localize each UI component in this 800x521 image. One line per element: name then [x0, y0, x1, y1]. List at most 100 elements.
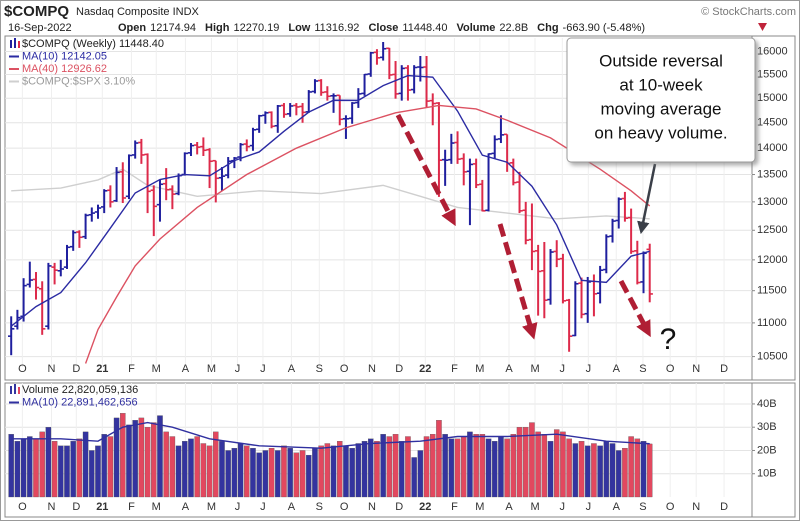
quote-value: -663.90 (-5.48%) [563, 22, 646, 34]
x-tick-label: M [475, 363, 484, 375]
quote-label: Close [368, 22, 398, 34]
volume-bar [113, 417, 120, 498]
volume-bar [194, 436, 200, 498]
volume-bar [95, 445, 101, 498]
x-tick-label: A [182, 501, 190, 513]
x-tick-label: M [530, 501, 539, 513]
legend-swatch [14, 38, 16, 48]
x-tick-label: J [235, 501, 241, 513]
volume-bar [250, 447, 256, 498]
legend-swatch [14, 384, 16, 394]
volume-bar [312, 447, 318, 498]
x-tick-label: N [368, 363, 376, 375]
legend-item: MA(10) 12142.05 [9, 50, 107, 62]
volume-bar [454, 438, 461, 498]
volume-bar [27, 436, 33, 498]
volume-bar [275, 450, 281, 498]
callout-line: on heavy volume. [594, 123, 727, 142]
volume-bar [324, 443, 331, 498]
volume-bar [516, 427, 523, 498]
legend-swatch [10, 386, 12, 394]
volume-bar [318, 445, 324, 498]
volume-bar [584, 445, 591, 498]
down-indicator [758, 23, 767, 31]
volume-bar [411, 457, 417, 498]
volume-bar [485, 438, 492, 498]
volume-bar [33, 438, 39, 498]
volume-bar [144, 427, 151, 498]
volume-bar [151, 422, 157, 498]
volume-bar [355, 443, 362, 498]
volume-bar [361, 441, 368, 498]
volume-bar [578, 441, 585, 498]
volume-bar [244, 445, 250, 498]
x-tick-label: M [530, 363, 539, 375]
volume-bar [169, 436, 176, 498]
volume-bar [343, 445, 349, 498]
quote-label: High [205, 22, 230, 34]
volume-bar [591, 443, 597, 498]
volume-bar [281, 445, 287, 498]
volume-bar [553, 429, 560, 498]
quote-label: Volume [456, 22, 495, 34]
legend-label: $COMPQ:$SPX 3.10% [22, 75, 135, 87]
x-tick-label: M [207, 501, 216, 513]
volume-bar [380, 434, 386, 498]
volume-bar [39, 431, 45, 498]
x-tick-label: J [235, 363, 241, 375]
volume-bar [504, 438, 510, 498]
y-tick-label: 16000 [757, 45, 788, 57]
volume-chart: 10B 20B 30B 40B O N D 21 F M A M J J A S O N D 22 F M A M J J A S O N… [5, 383, 777, 513]
volume-bar [368, 438, 374, 498]
x-tick-label: D [395, 363, 403, 375]
x-tick-label: F [128, 363, 135, 375]
volume-bar [337, 441, 343, 498]
x-tick-label: F [451, 501, 458, 513]
volume-bar [64, 445, 70, 498]
volume-bar [225, 450, 231, 498]
x-tick-label: O [666, 363, 675, 375]
quote-value: 12174.94 [150, 22, 196, 34]
volume-bar [256, 452, 262, 498]
volume-bar [182, 441, 188, 498]
y-tick-label: 12000 [757, 254, 788, 266]
volume-bar [535, 431, 541, 498]
volume-bar [163, 431, 169, 498]
volume-bar [293, 452, 300, 498]
x-tick-label: A [505, 363, 513, 375]
volume-bar [491, 441, 498, 498]
quote-value: 11316.92 [314, 22, 359, 34]
volume-bar [76, 438, 83, 498]
volume-bar [622, 447, 628, 498]
x-tick-label: M [207, 363, 216, 375]
legend-label: MA(10) 12142.05 [22, 50, 107, 62]
y-tick-label: 15500 [757, 68, 788, 80]
x-tick-label: 21 [96, 363, 108, 375]
x-tick-label: M [152, 501, 161, 513]
volume-bar [101, 434, 107, 498]
callout-box [566, 37, 756, 163]
volume-bar [560, 431, 566, 498]
volume-bar [460, 436, 467, 498]
volume-bar [374, 441, 380, 498]
ma-line [10, 74, 650, 327]
volume-bar [392, 434, 399, 498]
x-tick-label: A [288, 363, 296, 375]
legend-label: Volume 22,820,059,136 [22, 384, 138, 396]
volume-bar [603, 441, 610, 498]
y-tick-label: 12500 [757, 224, 788, 236]
y-tick-label: 13500 [757, 168, 788, 180]
volume-bar [448, 438, 455, 498]
trend-arrow [618, 279, 651, 338]
volume-bar [219, 441, 225, 498]
volume-bar [51, 441, 58, 498]
y-tick-label: 13000 [757, 196, 788, 208]
callout-line: moving average [601, 99, 722, 118]
quote-label: Chg [537, 22, 558, 34]
credit: © StockCharts.com [701, 6, 796, 18]
x-tick-label: 22 [419, 501, 431, 513]
index-name: Nasdaq Composite INDX [76, 6, 200, 18]
x-tick-label: M [475, 501, 484, 513]
volume-bar [132, 420, 138, 498]
